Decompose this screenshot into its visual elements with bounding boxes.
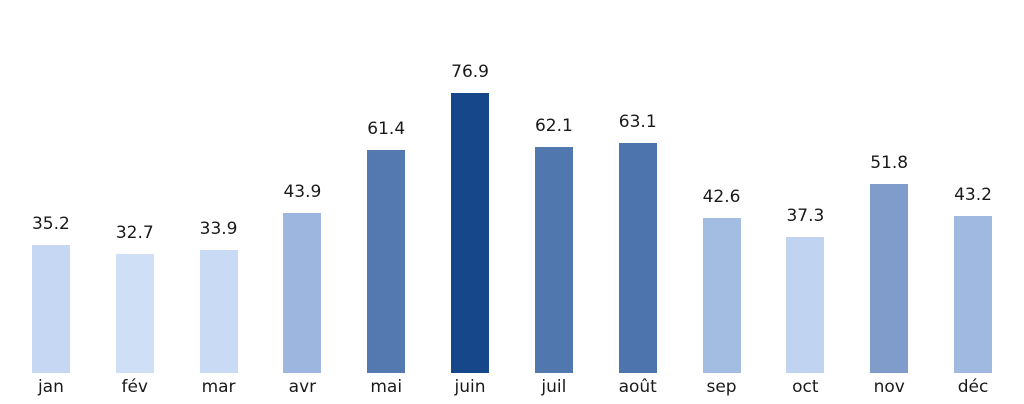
bar-value-label: 33.9: [199, 219, 238, 239]
bar-value-label: 63.1: [618, 112, 657, 132]
x-tick-label: nov: [873, 377, 905, 397]
x-tick-label: août: [618, 377, 657, 397]
bar-value-label: 35.2: [31, 214, 70, 234]
x-tick-avr: avr: [260, 373, 344, 404]
bar-value-label: 37.3: [786, 206, 825, 226]
x-tick-label: juin: [454, 377, 486, 397]
x-tick-fév: fév: [93, 373, 177, 404]
bar-août: [618, 143, 657, 373]
bar-column-nov: 51.8: [847, 0, 931, 373]
bar-value-label: 62.1: [534, 116, 573, 136]
x-tick-nov: nov: [847, 373, 931, 404]
x-tick-label: avr: [288, 377, 317, 397]
x-tick-label: mai: [370, 377, 403, 397]
x-tick-mai: mai: [344, 373, 428, 404]
x-tick-mar: mar: [177, 373, 261, 404]
x-tick-label: fév: [121, 377, 148, 397]
bar-nov: [870, 184, 909, 373]
bar-column-fév: 32.7: [93, 0, 177, 373]
bar-value-label: 51.8: [870, 153, 909, 173]
bar-value-label: 76.9: [451, 62, 489, 82]
bar-column-déc: 43.2: [931, 0, 1015, 373]
bar-oct: [786, 237, 825, 373]
bar-column-juil: 62.1: [512, 0, 596, 373]
bar-juil: [534, 147, 573, 373]
x-tick-déc: déc: [931, 373, 1015, 404]
bar-column-mai: 61.4: [344, 0, 428, 373]
bar-value-label: 42.6: [702, 187, 741, 207]
x-tick-juil: juil: [512, 373, 596, 404]
bar-column-avr: 43.9: [260, 0, 344, 373]
bar-column-août: 63.1: [596, 0, 680, 373]
bar-column-jan: 35.2: [9, 0, 93, 373]
bar-juin: [451, 93, 490, 373]
x-tick-août: août: [596, 373, 680, 404]
bar-avr: [283, 213, 322, 373]
bar-value-label: 43.9: [283, 182, 322, 202]
x-tick-label: jan: [37, 377, 64, 397]
bar-mai: [367, 150, 406, 373]
bar-déc: [954, 216, 993, 373]
x-tick-juin: juin: [428, 373, 512, 404]
bar-column-mar: 33.9: [177, 0, 261, 373]
x-tick-label: mar: [201, 377, 236, 397]
x-tick-jan: jan: [9, 373, 93, 404]
bar-column-juin: 76.9: [428, 0, 512, 373]
x-tick-sep: sep: [680, 373, 764, 404]
x-tick-label: oct: [792, 377, 819, 397]
bar-column-sep: 42.6: [680, 0, 764, 373]
bar-value-label: 61.4: [367, 119, 406, 139]
bar-mar: [199, 250, 238, 373]
x-tick-label: déc: [957, 377, 989, 397]
x-tick-label: juil: [541, 377, 567, 397]
bar-fév: [115, 254, 154, 373]
plot-area: 35.2 32.7 33.9 43.9 61.4 76.9 62.1 63.1 42.6 37.3…: [9, 0, 1015, 373]
bar-value-label: 32.7: [115, 223, 154, 243]
bar-sep: [702, 218, 741, 373]
bar-column-oct: 37.3: [763, 0, 847, 373]
x-tick-oct: oct: [763, 373, 847, 404]
bar-value-label: 43.2: [954, 185, 992, 205]
x-tick-label: sep: [706, 377, 737, 397]
bar-jan: [31, 245, 70, 373]
x-axis-labels: jan fév mar avr mai juin juil août sep oct nov déc: [9, 373, 1015, 404]
